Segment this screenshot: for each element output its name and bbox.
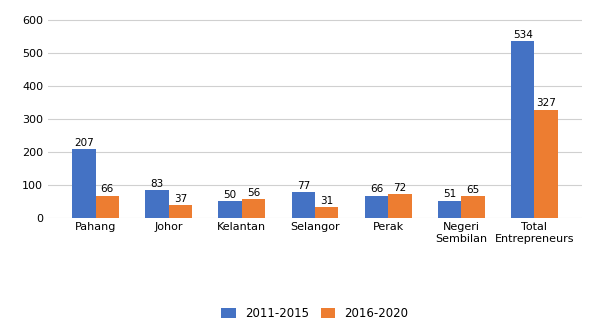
Text: 56: 56	[247, 188, 260, 198]
Bar	[365, 196, 388, 218]
Text: 534: 534	[512, 30, 533, 40]
Bar	[242, 199, 265, 218]
Text: 31: 31	[320, 196, 334, 206]
Bar	[315, 207, 338, 218]
Bar	[461, 196, 485, 218]
Bar	[292, 192, 315, 218]
Text: 37: 37	[174, 194, 187, 204]
Text: 66: 66	[101, 185, 114, 195]
Legend: 2011-2015, 2016-2020: 2011-2015, 2016-2020	[217, 302, 413, 320]
Text: 66: 66	[370, 185, 383, 195]
Text: 83: 83	[151, 179, 164, 189]
Bar	[438, 201, 461, 218]
Bar	[535, 110, 558, 218]
Text: 65: 65	[466, 185, 479, 195]
Bar	[169, 205, 192, 218]
Text: 77: 77	[296, 181, 310, 191]
Bar	[72, 149, 95, 218]
Bar	[218, 201, 242, 218]
Bar	[511, 41, 535, 218]
Bar	[145, 190, 169, 218]
Text: 207: 207	[74, 138, 94, 148]
Text: 327: 327	[536, 98, 556, 108]
Bar	[388, 194, 412, 218]
Text: 50: 50	[224, 190, 237, 200]
Bar	[95, 196, 119, 218]
Text: 72: 72	[393, 182, 406, 193]
Text: 51: 51	[443, 189, 456, 199]
